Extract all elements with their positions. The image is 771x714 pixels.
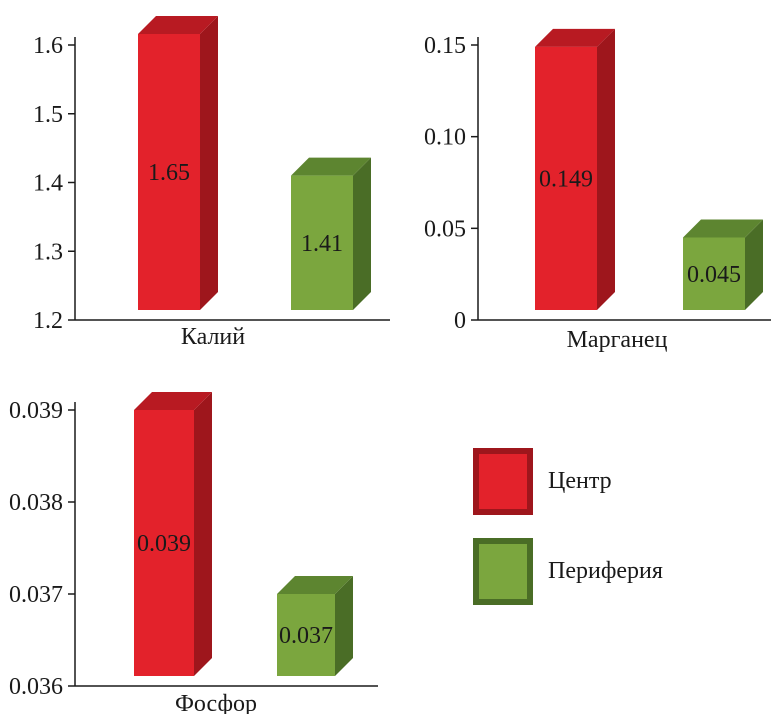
bar-center (138, 16, 218, 310)
bar-front (683, 237, 745, 310)
bar-top (291, 157, 371, 176)
bar-side (745, 219, 763, 310)
bar-top (277, 576, 353, 594)
legend-swatch-periphery (473, 538, 533, 605)
y-tick-label: 1.6 (33, 33, 63, 59)
y-tick-label: 0.036 (9, 674, 63, 700)
bar-center (134, 392, 212, 676)
chart-phosphorus: 0.036 0.037 0.038 0.039 0.039 0.037 Фосфор (9, 392, 378, 714)
bar-value-label: 1.65 (148, 160, 190, 186)
bar-periphery (291, 157, 371, 310)
bar-front (277, 594, 335, 676)
bar-front (138, 34, 200, 310)
bar-center (535, 28, 615, 310)
bar-front (535, 46, 597, 310)
bar-front (291, 175, 353, 310)
y-tick-label: 0.038 (9, 490, 63, 516)
y-tick-label: 0 (454, 308, 466, 334)
bar-value-label: 1.41 (301, 231, 343, 257)
y-tick-label: 1.2 (33, 308, 63, 334)
bar-top (683, 219, 763, 238)
bar-side (597, 28, 615, 310)
bar-value-label: 0.037 (279, 623, 333, 649)
y-tick-label: 1.4 (33, 171, 63, 197)
bar-top (134, 392, 212, 410)
bar-side (200, 16, 218, 310)
legend-label-periphery: Периферия (548, 558, 663, 584)
chart-potassium: 1.2 1.3 1.4 1.5 1.6 1.65 1.41 Калий (33, 16, 390, 350)
category-label: Калий (181, 324, 245, 350)
bar-top (535, 28, 615, 47)
bar-front (134, 410, 194, 676)
bar-side (335, 576, 353, 676)
legend-label-center: Центр (548, 468, 612, 494)
bar-periphery (683, 219, 763, 310)
bar-top (138, 16, 218, 34)
y-tick-label: 0.15 (424, 33, 466, 59)
bar-value-label: 0.045 (687, 262, 741, 288)
y-tick-label: 1.3 (33, 239, 63, 265)
y-tick-label: 0.039 (9, 398, 63, 424)
bar-value-label: 0.039 (137, 531, 191, 557)
bar-periphery (277, 576, 353, 676)
chart-manganese: 0 0.05 0.10 0.15 0.149 0.045 Марганец (424, 28, 771, 353)
legend: Центр Периферия (473, 448, 663, 605)
legend-swatch-center (473, 448, 533, 515)
y-tick-label: 1.5 (33, 102, 63, 128)
y-tick-label: 0.05 (424, 216, 466, 242)
y-tick-label: 0.10 (424, 125, 466, 151)
bar-side (353, 157, 371, 310)
category-label: Фосфор (175, 691, 257, 714)
category-label: Марганец (567, 327, 668, 353)
y-tick-label: 0.037 (9, 582, 63, 608)
bar-side (194, 392, 212, 676)
bar-value-label: 0.149 (539, 166, 593, 192)
